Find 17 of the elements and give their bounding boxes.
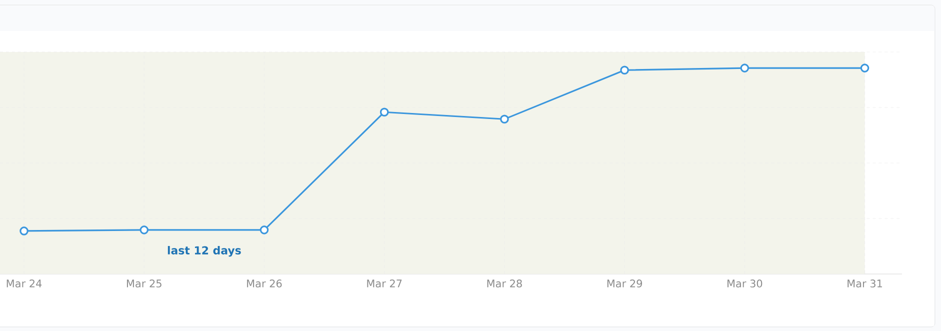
band-label: last 12 days — [168, 246, 241, 257]
x-tick-label: Mar 25 — [126, 280, 162, 288]
x-tick-label: Mar 24 — [6, 280, 42, 288]
point — [500, 114, 509, 124]
point — [620, 66, 629, 75]
x-tick-label: Mar 29 — [607, 280, 642, 288]
point — [860, 64, 870, 72]
x-tick-label: Mar 31 — [848, 280, 882, 288]
point — [740, 64, 750, 72]
point — [380, 108, 389, 117]
point — [260, 226, 269, 234]
point — [20, 226, 28, 236]
point — [140, 226, 149, 234]
x-tick-label: Mar 27 — [367, 280, 402, 288]
x-tick-label: Mar 30 — [728, 280, 762, 288]
x-tick-label: Mar 28 — [487, 280, 522, 288]
x-tick-label: Mar 26 — [247, 280, 282, 288]
